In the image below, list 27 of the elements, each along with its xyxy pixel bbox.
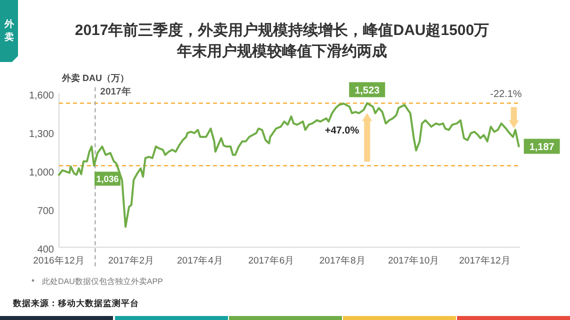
y-tick-label: 700 — [37, 206, 54, 217]
x-tick-label: 2017年2月 — [108, 254, 155, 266]
data-label: 1,187 — [529, 142, 555, 153]
x-tick-label: 2017年6月 — [248, 254, 295, 266]
x-tick-label: 2017年10月 — [388, 254, 440, 266]
x-tick-label: 2017年12月 — [459, 254, 511, 266]
y-tick-label: 1,000 — [28, 167, 54, 178]
value-label: 1,036 — [94, 172, 121, 186]
data-label: 1,523 — [354, 85, 380, 96]
text: 外卖 — [4, 18, 16, 43]
y-tick-label: 1,300 — [28, 128, 54, 140]
x-tick-label: 2016年12月 — [33, 254, 85, 266]
value-label: 1,523 — [349, 82, 386, 98]
annotation: +47.0% — [324, 125, 360, 136]
annotation: -22.1% — [490, 89, 522, 100]
chart-subtitle: 年末用户规模较峰值下滑约两成 — [176, 42, 387, 60]
source-note: 数据来源：移动大数据监测平台 — [12, 298, 139, 308]
y-tick-label: 1,600 — [28, 90, 54, 102]
line-series — [58, 102, 520, 228]
x-tick-label: 2017年4月 — [177, 254, 224, 266]
x-tick-label: 2017年8月 — [319, 254, 366, 266]
chart-title: 2017年前三季度，外卖用户规模持续增长，峰值DAU超1500万 — [74, 21, 490, 39]
y-axis-title: 外卖 DAU（万） — [61, 73, 129, 83]
value-label: 1,187 — [524, 138, 560, 154]
ref-line-label: 2017年 — [100, 85, 132, 98]
text: 此处DAU数据仅包含独立外卖APP — [42, 277, 163, 286]
y-tick-label: 400 — [37, 244, 54, 256]
